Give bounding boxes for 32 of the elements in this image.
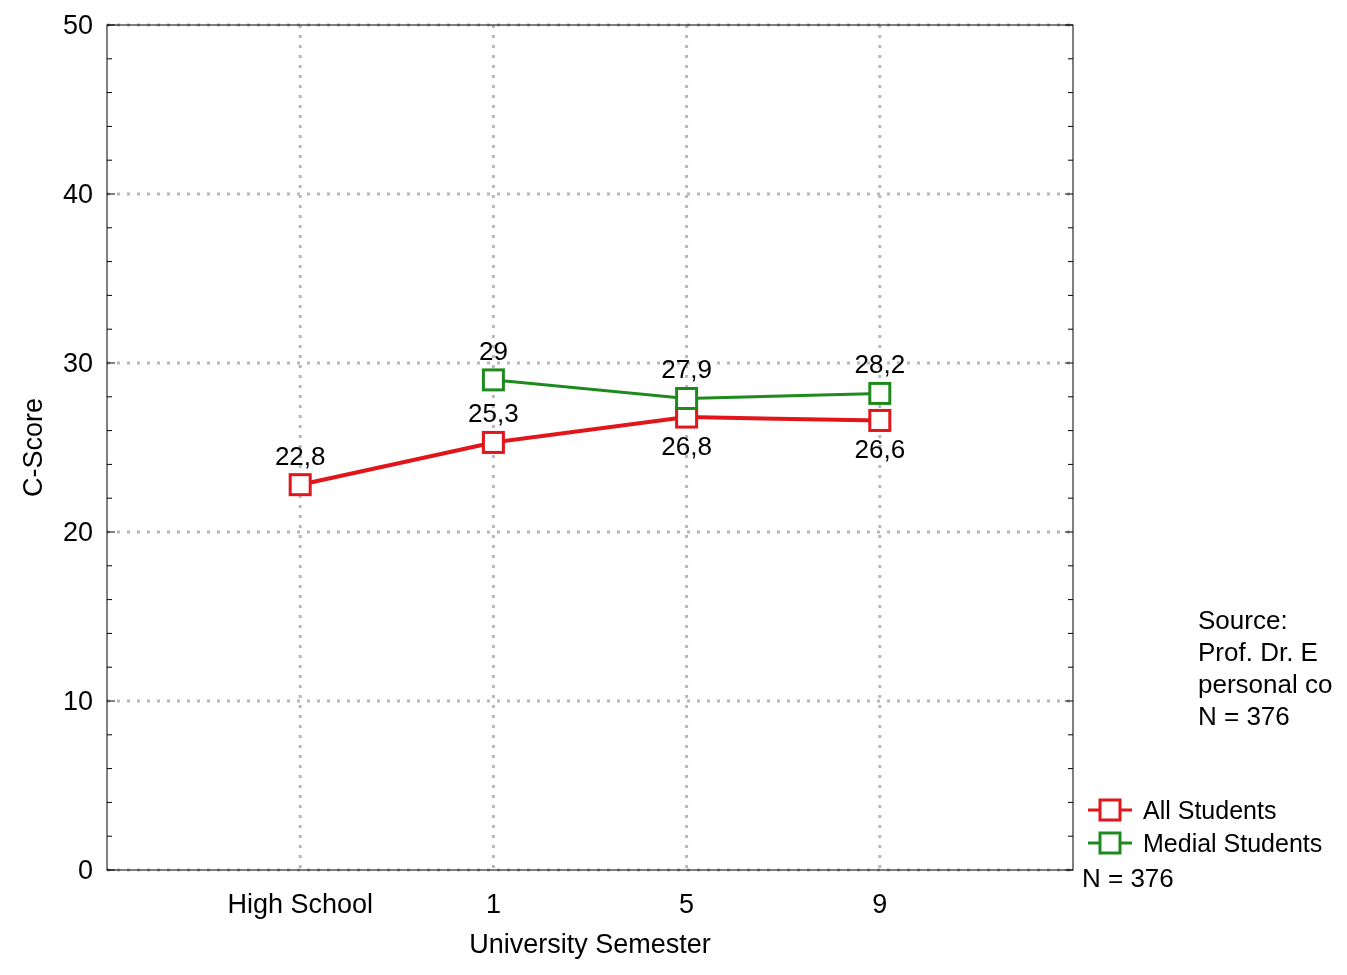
data-label: 28,2: [854, 349, 906, 380]
data-label: 25,3: [468, 398, 519, 429]
y-axis-title: C-Score: [18, 397, 48, 498]
y-tick-label: 40: [62, 179, 93, 209]
source-note: Source:: [1198, 605, 1288, 635]
data-label: 26,8: [661, 431, 712, 462]
y-tick-label: 0: [77, 855, 93, 885]
x-tick-label: 5: [679, 889, 695, 919]
x-tick-label: High School: [227, 889, 373, 919]
data-label: 22,8: [274, 440, 326, 471]
text: personal co: [1198, 669, 1333, 699]
point: [675, 386, 699, 410]
y-tick-label: 30: [62, 348, 93, 378]
text: N = 376: [1082, 863, 1174, 893]
x-axis-title: University Semester: [469, 929, 711, 959]
x-tick-label: 1: [485, 889, 501, 919]
x-tick-label: 9: [872, 889, 888, 919]
data-label: 29: [478, 335, 508, 366]
point: [868, 408, 892, 432]
text: N = 376: [1198, 701, 1290, 731]
point: [868, 381, 892, 405]
legend-label: Medial Students: [1143, 829, 1323, 857]
legend-label: All Students: [1143, 796, 1277, 824]
point: [481, 368, 505, 392]
point: [481, 430, 505, 454]
text: Prof. Dr. E: [1198, 637, 1318, 667]
point: [288, 473, 312, 497]
y-tick-label: 50: [62, 10, 93, 40]
data-label: 27,9: [661, 354, 712, 385]
data-label: 26,6: [854, 434, 906, 465]
y-tick-label: 20: [62, 517, 93, 547]
y-tick-label: 10: [62, 686, 93, 716]
